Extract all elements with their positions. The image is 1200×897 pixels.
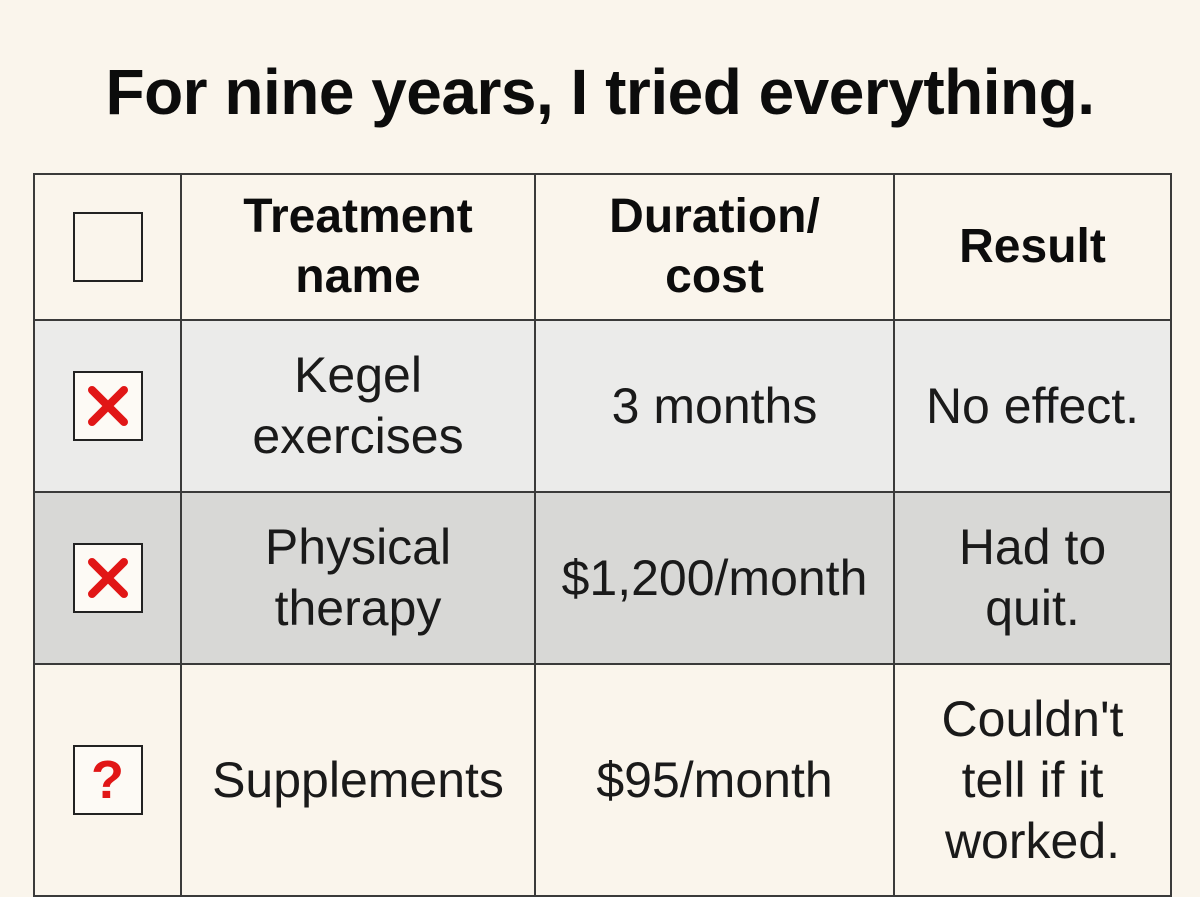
table-row: Physical therapy $1,200/month Had to qui… bbox=[33, 491, 1172, 665]
table-row: ? Supplements $95/month Couldn't tell if… bbox=[33, 663, 1172, 897]
result-cell: Had to quit. bbox=[893, 491, 1172, 665]
treatment-name-cell: Supplements bbox=[180, 663, 536, 897]
header-treatment-name: Treatment name bbox=[180, 173, 536, 321]
row-status-cell: ? bbox=[33, 663, 182, 897]
treatment-name-cell: Physical therapy bbox=[180, 491, 536, 665]
duration-cost-cell: $95/month bbox=[534, 663, 895, 897]
duration-cost-cell: $1,200/month bbox=[534, 491, 895, 665]
header-result: Result bbox=[893, 173, 1172, 321]
row-status-cell bbox=[33, 319, 182, 493]
duration-cost-cell: 3 months bbox=[534, 319, 895, 493]
table-row: Kegel exercises 3 months No effect. bbox=[33, 319, 1172, 493]
red-x-icon bbox=[72, 371, 143, 441]
treatment-name-cell: Kegel exercises bbox=[180, 319, 536, 493]
header-status-cell bbox=[33, 173, 182, 321]
row-status-cell bbox=[33, 491, 182, 665]
result-cell: No effect. bbox=[893, 319, 1172, 493]
treatments-table: Treatment name Duration/ cost Result Keg… bbox=[33, 173, 1172, 897]
result-cell: Couldn't tell if it worked. bbox=[893, 663, 1172, 897]
red-x-icon bbox=[72, 543, 143, 613]
empty-checkbox-icon bbox=[72, 212, 143, 282]
header-duration-cost: Duration/ cost bbox=[534, 173, 895, 321]
table-header-row: Treatment name Duration/ cost Result bbox=[33, 173, 1172, 321]
page-title: For nine years, I tried everything. bbox=[105, 56, 1095, 128]
red-question-icon: ? bbox=[72, 745, 143, 815]
